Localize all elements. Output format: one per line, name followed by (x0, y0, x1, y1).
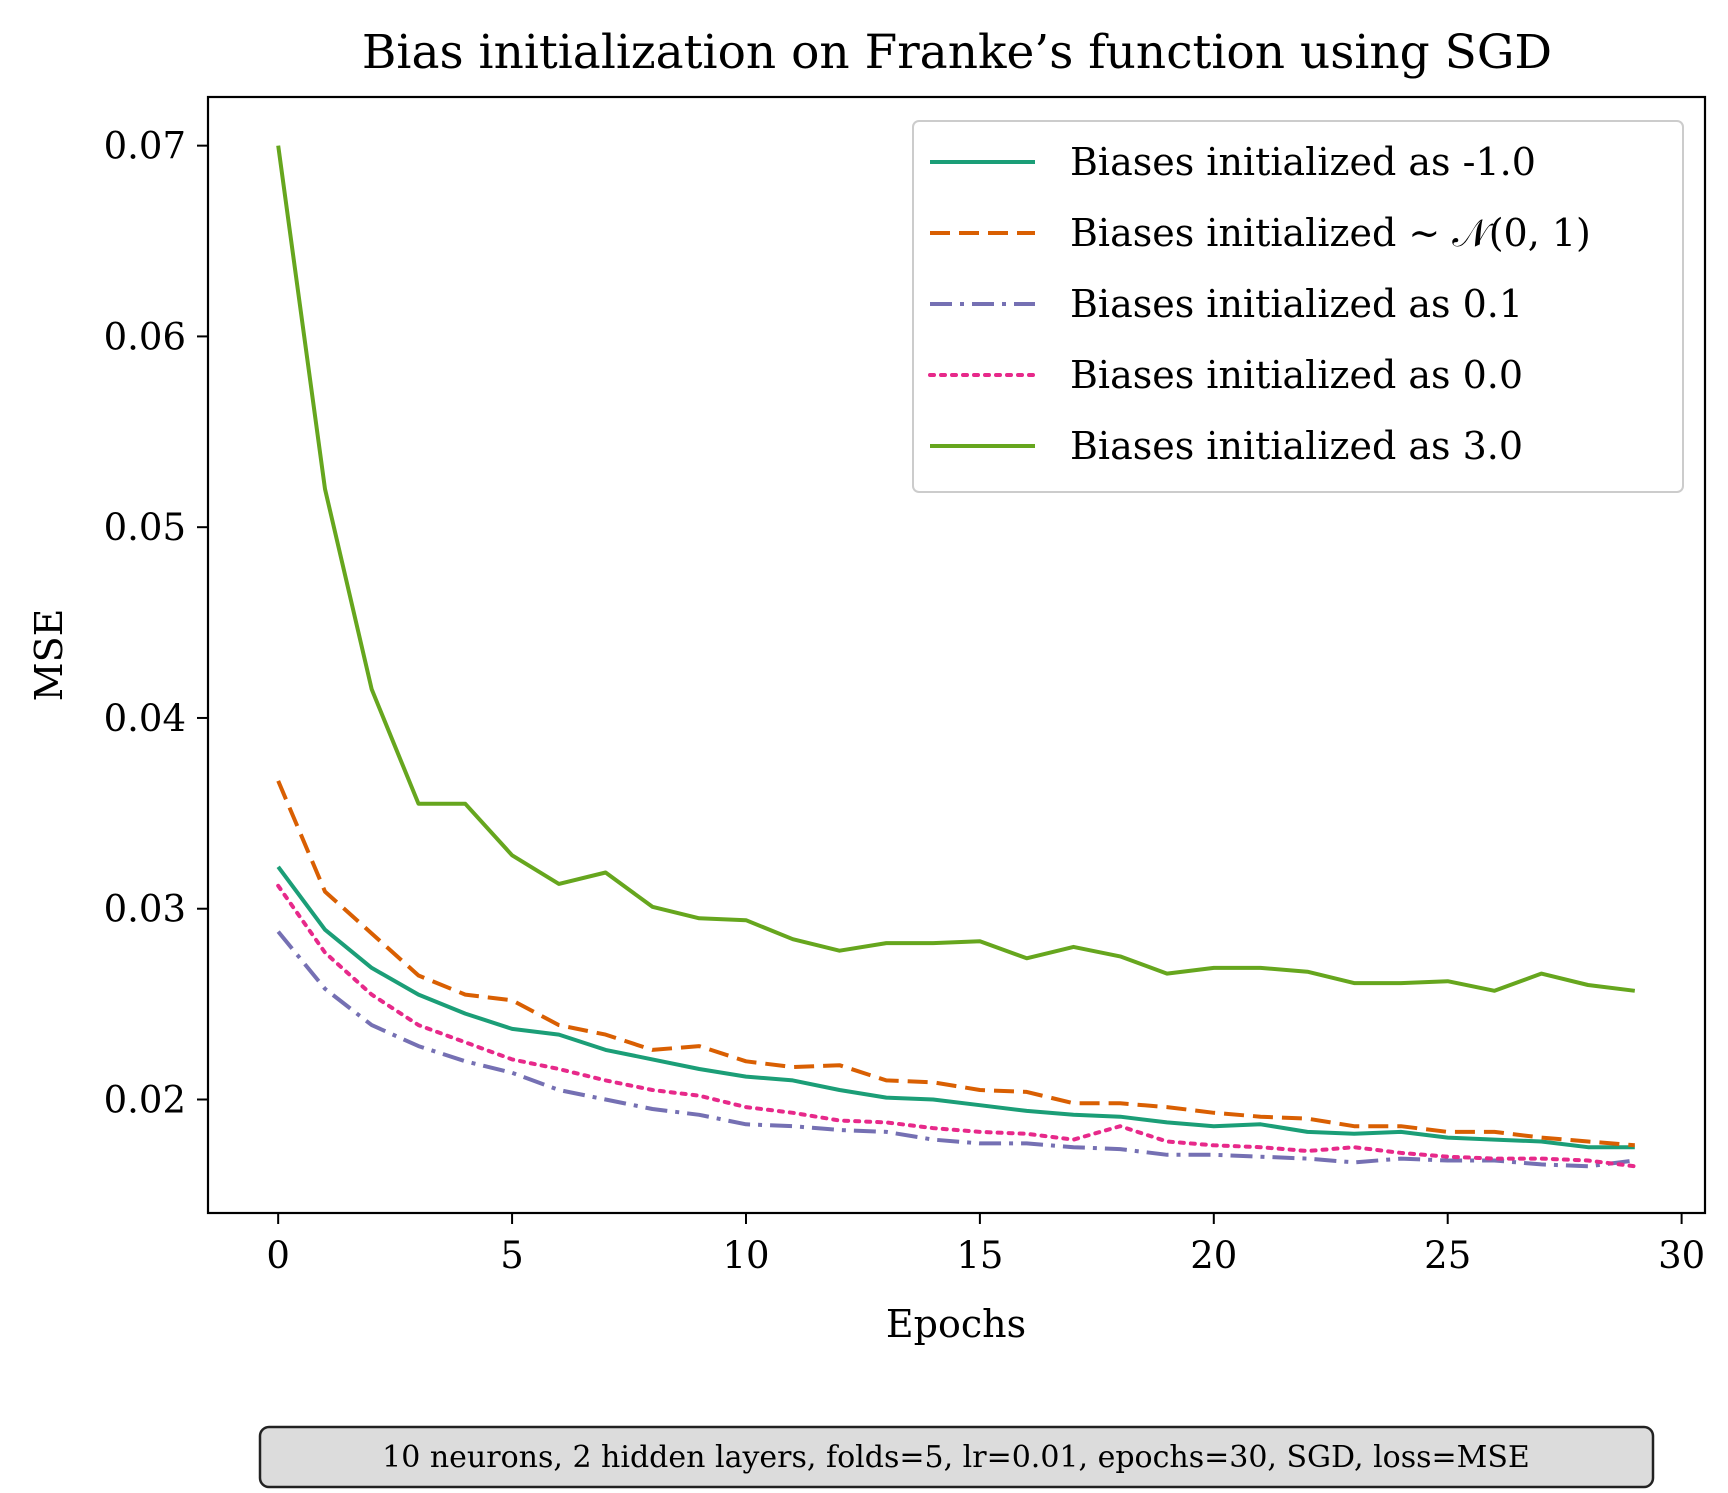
legend-label: Biases initialized as 0.1 (1070, 282, 1523, 326)
x-axis: 0 5 10 15 20 25 30 (266, 1213, 1705, 1277)
series-line-biases-initialized-as-0-1 (276, 930, 1636, 1169)
legend-frame (912, 120, 1684, 493)
y-axis: 0.02 0.03 0.04 0.05 0.06 0.07 (104, 125, 208, 1121)
y-tick-label: 0.03 (104, 888, 186, 931)
x-tick-label: 15 (956, 1234, 1003, 1277)
y-tick-label: 0.06 (104, 315, 186, 358)
plot-area (206, 95, 1707, 1215)
y-axis-label: MSE (27, 609, 71, 702)
x-tick-label: 5 (500, 1234, 524, 1277)
footnote-text: 10 neurons, 2 hidden layers, folds=5, lr… (382, 1440, 1530, 1475)
legend-label: Biases initialized ∼ 𝒩(0, 1) (1070, 211, 1591, 255)
y-tick-label: 0.05 (104, 506, 186, 549)
x-tick-label: 25 (1424, 1234, 1471, 1277)
series-line-biases-initialized-as-3-0 (276, 145, 1636, 993)
legend-label: Biases initialized as -1.0 (1070, 140, 1536, 184)
y-tick-label: 0.07 (104, 125, 186, 168)
legend: Biases initialized as -1.0 Biases initial… (912, 120, 1684, 493)
series-line-biases-initialized-0-1 (276, 780, 1635, 1148)
series-line-biases-initialized-as-0-0 (276, 883, 1637, 1169)
x-tick-label: 10 (722, 1234, 769, 1277)
footnote-box: 10 neurons, 2 hidden layers, folds=5, lr… (258, 1425, 1655, 1489)
series-layer (276, 145, 1637, 1169)
plot-frame (206, 95, 1707, 1215)
y-tick-label: 0.04 (104, 697, 186, 740)
x-axis-label: Epochs (886, 1302, 1026, 1346)
y-tick-label: 0.02 (104, 1078, 186, 1121)
series-line-biases-initialized-as-1-0 (276, 865, 1635, 1150)
x-tick-label: 20 (1190, 1234, 1237, 1277)
footnote-frame (258, 1425, 1655, 1489)
legend-items: Biases initialized as -1.0 Biases initial… (928, 140, 1591, 468)
legend-label: Biases initialized as 0.0 (1070, 353, 1523, 397)
x-tick-label: 0 (266, 1234, 290, 1277)
chart-title: Bias initialization on Franke’s function… (362, 25, 1552, 80)
legend-label: Biases initialized as 3.0 (1070, 424, 1523, 468)
x-tick-label: 30 (1658, 1234, 1705, 1277)
